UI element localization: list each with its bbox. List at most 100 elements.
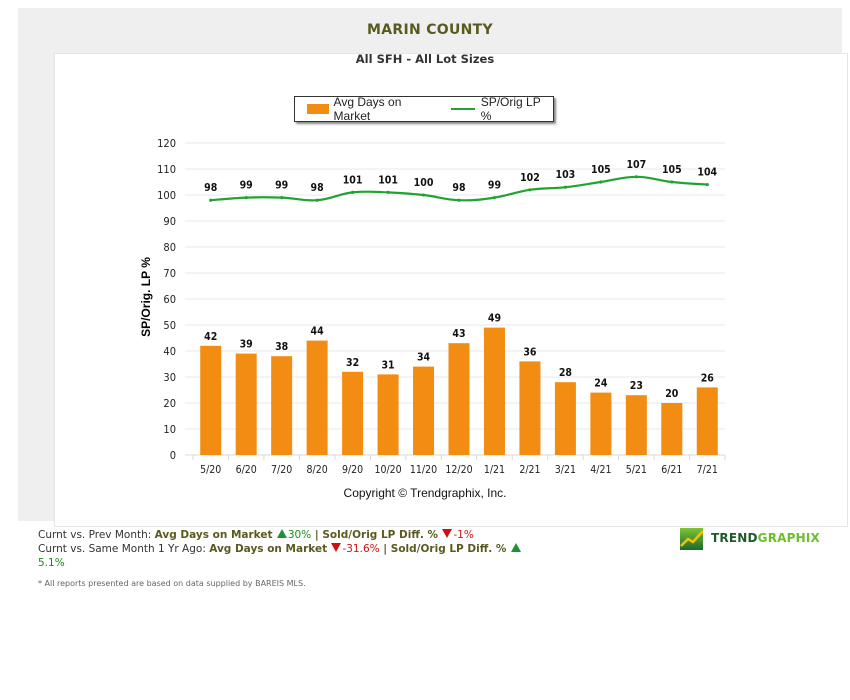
- arrow-down-icon: [331, 543, 342, 552]
- y-tick-label: 110: [157, 163, 176, 176]
- y-tick-label: 90: [163, 215, 176, 228]
- y-axis-title: SP/Orig. LP %: [139, 257, 153, 337]
- x-tick-label: 2/21: [519, 464, 540, 476]
- x-tick-label: 3/21: [555, 464, 576, 476]
- y-tick-label: 80: [163, 241, 176, 254]
- x-tick-label: 5/20: [200, 464, 221, 476]
- y-tick-label: 50: [163, 319, 176, 332]
- y-tick-label: 60: [163, 293, 176, 306]
- y-tick-label: 30: [163, 371, 176, 384]
- bar-data-label: 31: [381, 359, 394, 371]
- line-data-label: 99: [240, 180, 253, 192]
- bar-data-label: 39: [240, 339, 253, 351]
- bar: [661, 403, 683, 455]
- line-point: [244, 196, 248, 200]
- bar: [271, 356, 293, 455]
- line-data-label: 98: [452, 182, 465, 194]
- line-point: [209, 198, 213, 202]
- bar-data-label: 26: [701, 372, 715, 384]
- bar-data-label: 24: [594, 378, 608, 390]
- legend-label-days-on-market: Avg Days on Market: [333, 95, 402, 123]
- bar: [696, 387, 718, 455]
- line-point: [528, 188, 532, 192]
- trendgraphix-logo: TRENDGRAPHIX: [680, 525, 820, 551]
- line-data-label: 105: [591, 164, 611, 176]
- line-point: [386, 190, 390, 194]
- data-source-footnote: * All reports presented are based on dat…: [38, 579, 306, 588]
- legend-swatch-bar: [307, 104, 329, 114]
- line-data-label: 98: [204, 182, 217, 194]
- line-point: [421, 193, 426, 197]
- chart-legend: Avg Days on Market SP/Orig LP %: [294, 95, 554, 123]
- x-tick-label: 5/21: [626, 464, 647, 476]
- x-tick-label: 9/20: [342, 464, 363, 476]
- x-tick-label: 11/20: [410, 464, 437, 476]
- x-tick-label: 12/20: [445, 464, 472, 476]
- bar: [235, 353, 257, 455]
- stats-row-prev-month: Curnt vs. Prev Month: Avg Days on Market…: [38, 529, 474, 541]
- bar: [519, 361, 541, 455]
- bar-data-label: 23: [630, 380, 643, 392]
- legend-label-sp-orig-lp: SP/Orig LP %: [480, 95, 541, 123]
- line-point: [563, 185, 568, 189]
- line-data-label: 104: [697, 167, 717, 179]
- page-title: MARIN COUNTY: [367, 22, 493, 38]
- legend-swatch-line: [451, 108, 475, 110]
- bar: [377, 374, 399, 455]
- arrow-down-icon: [442, 529, 453, 538]
- line-data-label: 105: [662, 164, 682, 176]
- x-tick-label: 6/20: [236, 464, 257, 476]
- chart-subtitle: All SFH - All Lot Sizes: [355, 52, 495, 66]
- bar-data-label: 28: [559, 367, 572, 379]
- stats-row-year-ago: Curnt vs. Same Month 1 Yr Ago: Avg Days …: [38, 542, 558, 570]
- bar-data-label: 44: [311, 326, 325, 338]
- x-tick-label: 6/21: [661, 464, 682, 476]
- line-data-label: 101: [378, 174, 398, 186]
- bar: [413, 366, 435, 455]
- x-tick-label: 8/20: [307, 464, 328, 476]
- line-point: [634, 175, 638, 179]
- bar: [625, 395, 647, 455]
- line-point: [315, 198, 319, 202]
- bar: [483, 327, 505, 455]
- y-tick-label: 0: [170, 449, 176, 462]
- y-tick-label: 100: [157, 189, 176, 202]
- line-data-label: 102: [520, 172, 540, 184]
- bar-data-label: 43: [452, 328, 465, 340]
- y-tick-label: 120: [157, 137, 176, 150]
- comparison-stats: Curnt vs. Prev Month: Avg Days on Market…: [38, 528, 558, 570]
- line-point: [670, 180, 674, 184]
- y-tick-label: 20: [163, 397, 176, 410]
- line-data-label: 100: [414, 177, 434, 189]
- bar: [200, 345, 222, 455]
- x-tick-label: 7/21: [697, 464, 718, 476]
- bar: [306, 340, 328, 455]
- bar-data-label: 42: [204, 331, 217, 343]
- line-point: [457, 198, 461, 202]
- bar: [554, 382, 576, 455]
- x-tick-label: 7/20: [271, 464, 292, 476]
- x-tick-label: 10/20: [374, 464, 401, 476]
- y-tick-label: 40: [163, 345, 176, 358]
- bar-data-label: 36: [523, 346, 537, 358]
- x-tick-label: 4/21: [590, 464, 611, 476]
- bar: [342, 371, 364, 455]
- line-data-label: 99: [488, 180, 501, 192]
- line-point: [351, 190, 355, 194]
- chart-copyright: Copyright © Trendgraphix, Inc.: [343, 486, 507, 500]
- bar-data-label: 34: [417, 352, 431, 364]
- y-tick-label: 10: [163, 423, 176, 436]
- x-tick-label: 1/21: [484, 464, 505, 476]
- bar: [590, 392, 612, 455]
- line-data-label: 98: [311, 182, 324, 194]
- bar: [448, 343, 470, 455]
- bar-data-label: 32: [346, 357, 359, 369]
- line-data-label: 99: [275, 180, 288, 192]
- arrow-up-icon: [276, 529, 287, 538]
- line-data-label: 101: [343, 174, 363, 186]
- line-point: [599, 180, 603, 184]
- bar-data-label: 20: [665, 388, 679, 400]
- trend-chart-logo-icon: [680, 528, 704, 550]
- line-data-label: 107: [626, 159, 646, 171]
